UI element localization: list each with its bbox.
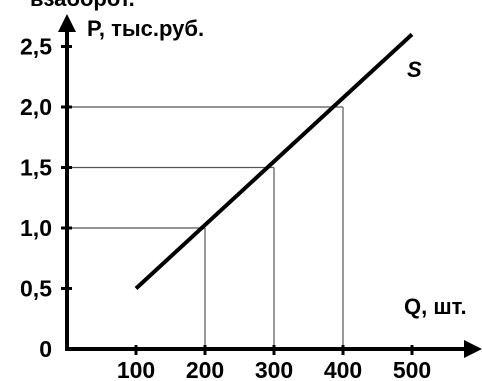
x-axis-arrow: [464, 340, 482, 358]
tick-labels: 0 0,5 1,0 1,5 2,0 2,5 100 200 300 400 500: [20, 34, 431, 381]
y-axis-label: P, тыс.руб.: [87, 16, 204, 41]
supply-line: [134, 32, 414, 290]
x-tick-label: 200: [186, 357, 224, 381]
guide-lines: [67, 106, 344, 349]
header-fragment: взаборот.: [30, 0, 135, 11]
series-label-s: S: [407, 57, 422, 82]
x-tick-label: 100: [117, 357, 155, 381]
y-axis-arrow: [58, 14, 76, 32]
x-tick-label: 500: [393, 357, 431, 381]
axes: [58, 14, 482, 358]
y-tick-label: 1,5: [20, 155, 52, 181]
y-tick-label: 2,5: [20, 34, 52, 60]
x-tick-label: 300: [255, 357, 293, 381]
x-tick-label: 400: [324, 357, 362, 381]
y-tick-label: 0,5: [20, 276, 52, 302]
y-tick-label: 0: [39, 336, 52, 362]
series-layer: S: [134, 32, 422, 290]
y-tick-label: 2,0: [20, 94, 52, 120]
x-axis-label: Q, шт.: [404, 294, 467, 319]
y-tick-label: 1,0: [20, 215, 52, 241]
